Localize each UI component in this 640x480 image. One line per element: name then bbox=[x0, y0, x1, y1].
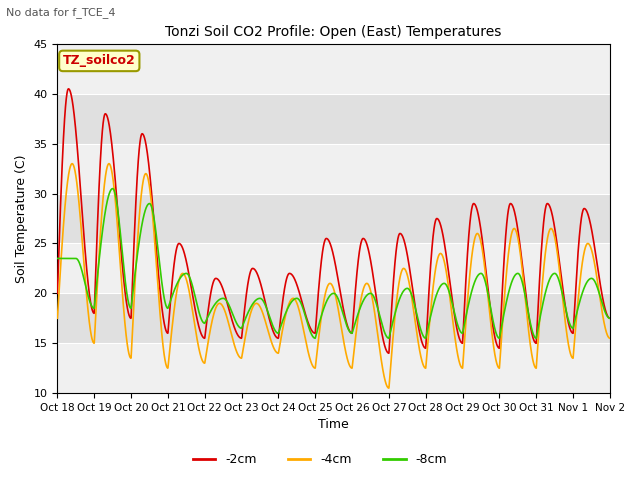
Title: Tonzi Soil CO2 Profile: Open (East) Temperatures: Tonzi Soil CO2 Profile: Open (East) Temp… bbox=[166, 24, 502, 38]
Legend: -2cm, -4cm, -8cm: -2cm, -4cm, -8cm bbox=[188, 448, 452, 471]
Y-axis label: Soil Temperature (C): Soil Temperature (C) bbox=[15, 154, 28, 283]
-4cm bbox=[385, 385, 393, 391]
Bar bbox=[58, 243, 610, 293]
-8cm bbox=[109, 186, 116, 192]
-2cm bbox=[65, 86, 72, 92]
Bar bbox=[58, 293, 610, 343]
-8cm bbox=[596, 291, 604, 297]
-2cm bbox=[606, 315, 614, 321]
-4cm bbox=[596, 292, 604, 298]
Bar bbox=[58, 343, 610, 393]
-8cm bbox=[536, 315, 544, 321]
-4cm bbox=[68, 161, 76, 167]
-8cm bbox=[532, 336, 540, 341]
-4cm bbox=[606, 336, 614, 341]
-8cm bbox=[606, 315, 614, 321]
Bar bbox=[58, 94, 610, 144]
-4cm bbox=[116, 266, 124, 272]
-2cm bbox=[289, 274, 297, 280]
-4cm bbox=[54, 315, 61, 321]
-2cm bbox=[596, 276, 604, 282]
-8cm bbox=[266, 314, 273, 320]
-2cm bbox=[266, 317, 273, 323]
-2cm bbox=[116, 243, 124, 249]
-4cm bbox=[150, 222, 157, 228]
-4cm bbox=[289, 296, 297, 301]
X-axis label: Time: Time bbox=[318, 419, 349, 432]
-8cm bbox=[54, 255, 61, 261]
Bar bbox=[58, 44, 610, 94]
-2cm bbox=[54, 290, 61, 296]
Line: -8cm: -8cm bbox=[58, 189, 610, 338]
Bar bbox=[58, 144, 610, 193]
-4cm bbox=[266, 333, 273, 338]
-2cm bbox=[385, 350, 393, 356]
Line: -4cm: -4cm bbox=[58, 164, 610, 388]
-8cm bbox=[289, 297, 297, 303]
Text: TZ_soilco2: TZ_soilco2 bbox=[63, 54, 136, 67]
-8cm bbox=[116, 233, 124, 239]
-2cm bbox=[536, 271, 544, 276]
Line: -2cm: -2cm bbox=[58, 89, 610, 353]
Text: No data for f_TCE_4: No data for f_TCE_4 bbox=[6, 7, 116, 18]
-2cm bbox=[150, 211, 157, 217]
-8cm bbox=[150, 212, 157, 217]
Bar bbox=[58, 193, 610, 243]
-4cm bbox=[536, 312, 544, 318]
